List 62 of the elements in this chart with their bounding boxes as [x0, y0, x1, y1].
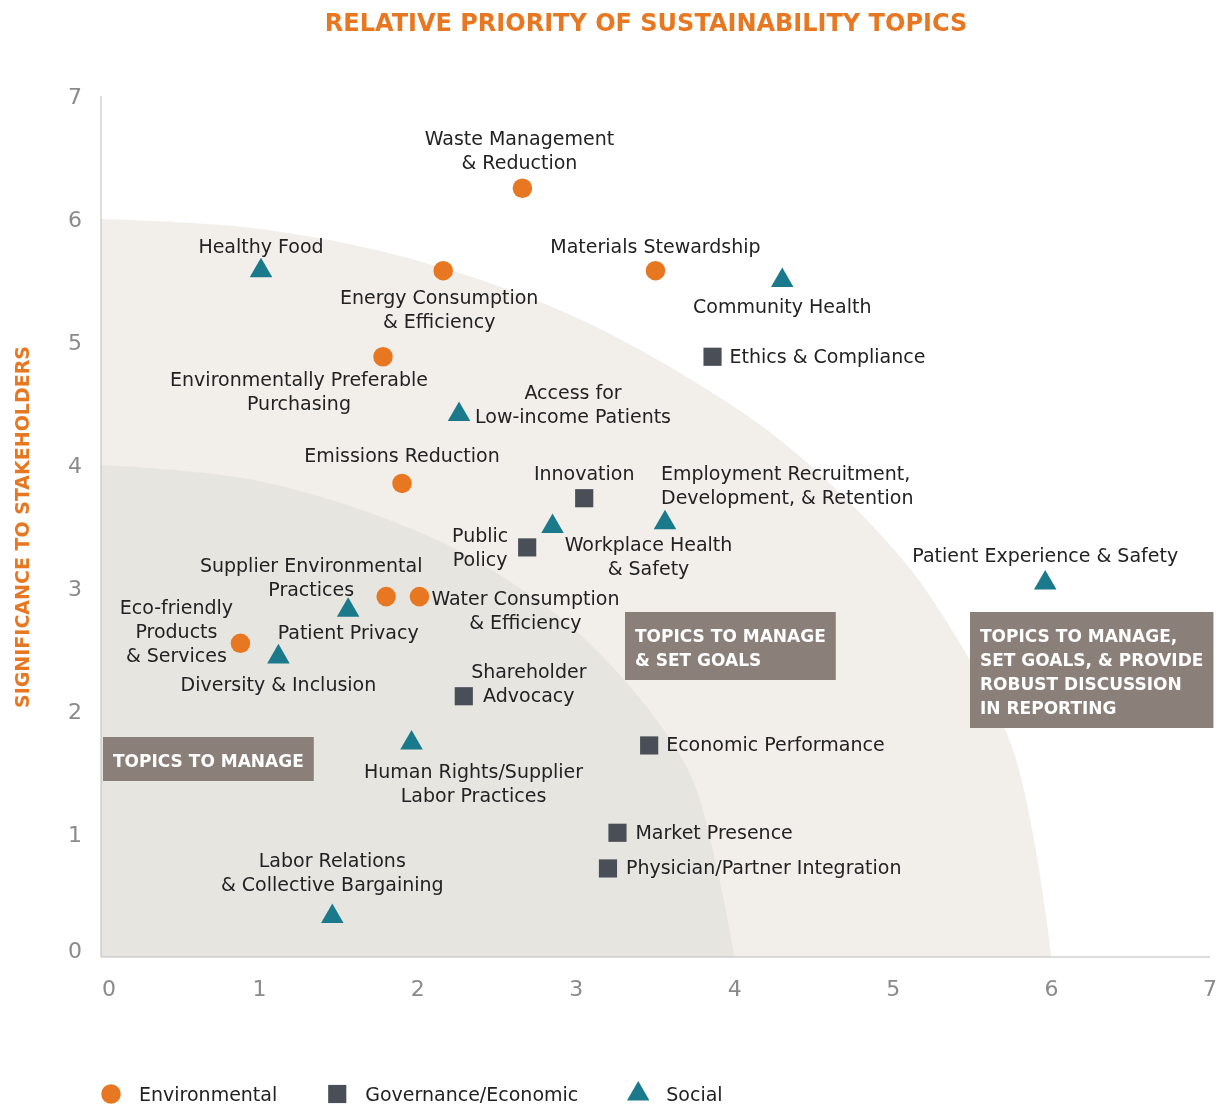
annotation: Public Policy [452, 524, 509, 571]
point [575, 489, 594, 508]
legend-label: Governance/Economic [365, 1083, 579, 1105]
y-tick-label: 3 [68, 575, 82, 601]
point [392, 473, 412, 494]
annotation: Economic Performance [666, 733, 885, 756]
point [433, 260, 453, 281]
annotation: Diversity & Inclusion [180, 672, 377, 695]
annotation: Energy Consumption & Efficiency [340, 285, 539, 332]
point [608, 823, 627, 842]
annotation: Ethics & Compliance [729, 344, 926, 367]
annotation: Innovation [533, 462, 635, 485]
annotation: Waste Management & Reduction [424, 127, 615, 174]
y-tick-label: 4 [68, 452, 82, 478]
annotation: Materials Stewardship [550, 234, 761, 257]
annotation: Community Health [693, 294, 872, 317]
annotation: TOPICS TO MANAGE & SET GOALS [635, 626, 826, 670]
annotation: Shareholder Advocacy [471, 660, 587, 707]
chart-title: RELATIVE PRIORITY OF SUSTAINABILITY TOPICS [324, 9, 968, 37]
annotation: Patient Privacy [277, 621, 419, 644]
y-tick-label: 5 [68, 329, 82, 355]
annotation: Market Presence [635, 820, 793, 843]
legend-label: Social [666, 1083, 723, 1105]
point [518, 538, 537, 557]
annotation: Water Consumption & Efficiency [431, 586, 620, 633]
annotation: Patient Experience & Safety [912, 544, 1179, 567]
x-tick-label: 1 [252, 976, 267, 1001]
y-axis-title: SIGNIFICANCE TO STAKEHOLDERS [11, 346, 33, 708]
annotation: Labor Relations & Collective Bargaining [220, 849, 444, 896]
annotation: TOPICS TO MANAGE [113, 751, 304, 771]
x-tick-label: 4 [727, 976, 742, 1001]
annotation: Healthy Food [198, 234, 324, 257]
annotation: Employment Recruitment, Development, & Retention [661, 461, 914, 508]
x-tick-label: 0 [102, 976, 116, 1001]
point [409, 586, 430, 607]
point [230, 633, 251, 654]
y-tick-label: 7 [68, 83, 82, 109]
x-tick-label: 7 [1203, 976, 1217, 1001]
x-tick-label: 2 [410, 976, 425, 1001]
annotation: Access for Low-income Patients [475, 380, 672, 427]
point [454, 687, 473, 706]
point [598, 859, 618, 878]
point [512, 178, 533, 198]
point [703, 347, 722, 366]
x-tick-label: 3 [569, 976, 584, 1001]
point [376, 586, 396, 607]
y-tick-label: 0 [68, 937, 82, 963]
point [640, 736, 659, 755]
legend-label: Environmental [139, 1083, 278, 1105]
annotation: Environmentally Preferable Purchasing [170, 367, 428, 414]
annotation: Physician/Partner Integration [625, 856, 902, 879]
annotation: TOPICS TO MANAGE, SET GOALS, & PROVIDE ROBUST DISCUSSION IN REPORTING [980, 626, 1204, 718]
y-tick-label: 1 [68, 821, 82, 847]
point [645, 260, 666, 281]
y-tick-label: 6 [68, 206, 82, 232]
annotation: Workplace Health & Safety [564, 532, 733, 579]
x-tick-label: 5 [886, 976, 901, 1001]
x-tick-label: 6 [1044, 976, 1059, 1001]
y-tick-label: 2 [68, 698, 82, 724]
point [373, 347, 393, 367]
annotation: Human Rights/Supplier Labor Practices [363, 759, 584, 806]
annotation: Emissions Reduction [304, 444, 500, 467]
